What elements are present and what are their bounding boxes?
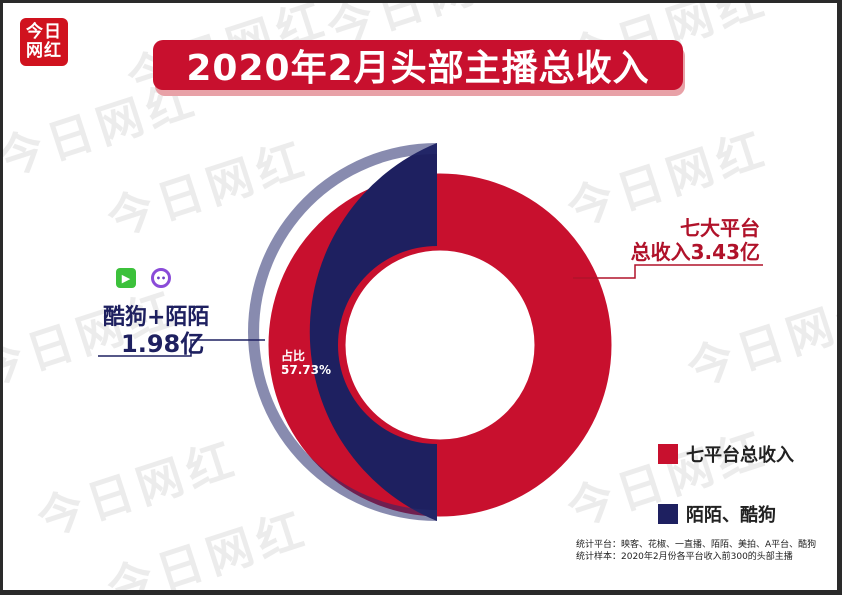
legend-item-red: 七平台总收入 [658,439,794,469]
legend-label: 陌陌、酷狗 [686,505,776,526]
right-annotation-line-2: 总收入3.43亿 [630,240,760,264]
legend-swatch-red [658,444,678,464]
legend-item-navy: 陌陌、酷狗 [658,499,794,529]
page-title: 2020年2月头部主播总收入 [153,40,683,90]
brand-logo: 今日 网红 [20,18,68,66]
left-annotation-name: 酷狗+陌陌 [103,305,210,330]
red-ring-segment [268,173,612,517]
kugou-app-icon: ▶ [116,268,136,288]
share-label-value: 57.73% [281,363,331,377]
legend-label: 七平台总收入 [686,445,794,466]
right-annotation-line-1: 七大平台 [680,216,760,240]
momo-app-icon: •• [151,268,171,288]
legend-swatch-navy [658,504,678,524]
share-label: 占比 57.73% [281,349,331,377]
donut-chart [98,143,763,521]
right-leader-line [573,264,763,279]
logo-line-2: 网红 [26,41,62,61]
logo-line-1: 今日 [26,22,62,42]
navy-half-segment [309,143,437,521]
infographic-canvas: 今日网红 今日网红 今日网红 今日网红 今日网红 今日网红 今日网红 今日网红 … [3,3,837,590]
left-leader-line [98,339,265,357]
left-annotation-value: 1.98亿 [121,330,205,358]
right-annotation: 七大平台 总收入3.43亿 [625,216,760,264]
share-label-title: 占比 [281,349,306,363]
footnote-sample: 统计样本：2020年2月份各平台收入前300的头部主播 [576,552,793,562]
chart-legend: 七平台总收入 陌陌、酷狗 [658,439,794,559]
footnote-platforms: 统计平台：映客、花椒、一直播、陌陌、美拍、A平台、酷狗 [576,540,817,550]
footnote: 统计平台：映客、花椒、一直播、陌陌、美拍、A平台、酷狗 统计样本：2020年2月… [576,539,816,563]
title-banner: 2020年2月头部主播总收入 [153,40,686,96]
